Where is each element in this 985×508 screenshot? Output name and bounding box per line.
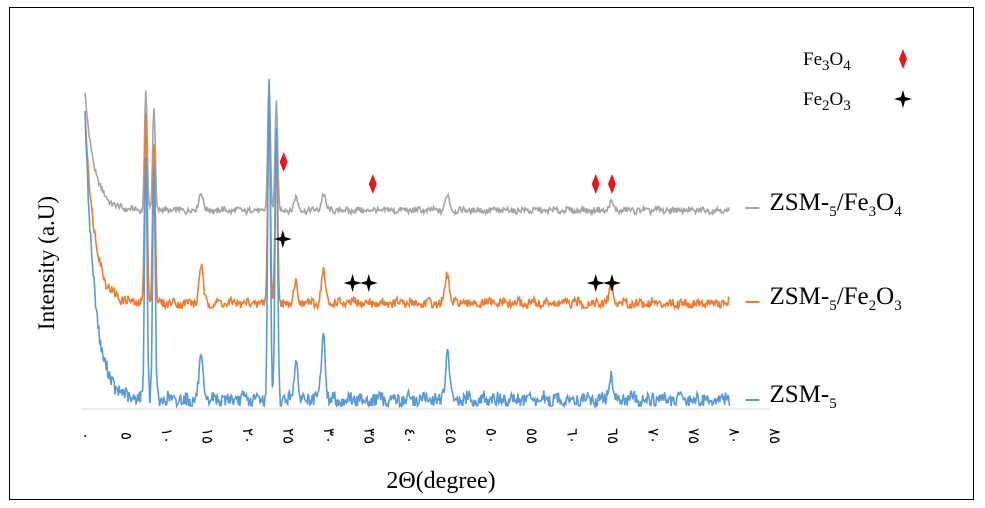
fe2o3-marker — [273, 230, 292, 248]
x-tick-label: ٥ — [118, 432, 134, 440]
legend-label: Fe2O3 — [803, 89, 851, 114]
series-line-0 — [84, 81, 731, 217]
xrd-chart: Intensity (a.U) 2Θ(degree) ٠ ٥ ١٠ ١٥ ٢٠ ٢٥ ٣٠ ٣… — [34, 49, 912, 494]
series-label: ZSM-5 — [769, 381, 836, 412]
x-tick-label: ٢٥ — [280, 428, 296, 444]
x-tick-label: ١٠ — [158, 428, 174, 444]
x-tick-label: ٥٠ — [482, 428, 498, 444]
x-tick-label: ٨٠ — [725, 428, 741, 444]
x-tick-label: ٥٥ — [523, 428, 539, 444]
legend-diamond-icon — [899, 49, 907, 69]
x-tick-label: ٦٠ — [563, 428, 579, 444]
fe2o3-marker — [343, 274, 362, 292]
series-line-1 — [84, 94, 730, 311]
legend-star-icon — [894, 90, 912, 108]
fe3o4-marker — [279, 152, 288, 172]
x-tick-label: ٦٥ — [604, 428, 620, 444]
legend-label: Fe3O4 — [803, 49, 851, 74]
x-axis-label: 2Θ(degree) — [386, 468, 495, 494]
legend: Fe3O4 Fe2O3 — [803, 49, 912, 114]
x-tick-label: ٧٠ — [644, 428, 660, 444]
fe3o4-marker — [368, 174, 377, 194]
fe3o4-marker — [607, 174, 616, 194]
x-tick-label: ٤٥ — [442, 428, 458, 444]
y-axis-label: Intensity (a.U) — [34, 196, 59, 330]
x-tick-label: ٧٥ — [685, 428, 701, 444]
phase-markers — [273, 152, 621, 292]
x-tick-label: ٣٥ — [361, 428, 377, 444]
fe2o3-marker — [359, 274, 378, 292]
x-tick-labels: ٠ ٥ ١٠ ١٥ ٢٠ ٢٥ ٣٠ ٣٥ ٤٠ ٤٥ ٥٠ ٥٥ ٦٠ ٦٥ ٧٠ ٧٥ ٨٠ ٨٥ — [77, 428, 782, 444]
x-tick-label: ١٥ — [199, 428, 215, 444]
series-label: ZSM-5/Fe3O4 — [769, 189, 902, 220]
x-tick-label: ٠ — [77, 432, 93, 440]
series-labels: ZSM-5/Fe3O4 ZSM-5/Fe2O3 ZSM-5 — [769, 189, 902, 412]
x-tick-label: ٤٠ — [401, 428, 417, 444]
series-line-2 — [84, 78, 731, 410]
fe2o3-marker — [602, 274, 621, 292]
fe2o3-marker — [586, 274, 605, 292]
x-tick-label: ٨٥ — [766, 428, 782, 444]
x-tick-label: ٣٠ — [320, 428, 336, 444]
fe3o4-marker — [591, 174, 600, 194]
chart-frame: Intensity (a.U) 2Θ(degree) ٠ ٥ ١٠ ١٥ ٢٠ ٢٥ ٣٠ ٣… — [9, 7, 974, 500]
series-label: ZSM-5/Fe2O3 — [769, 283, 901, 314]
x-tick-label: ٢٠ — [239, 428, 255, 444]
series-group — [84, 78, 760, 410]
